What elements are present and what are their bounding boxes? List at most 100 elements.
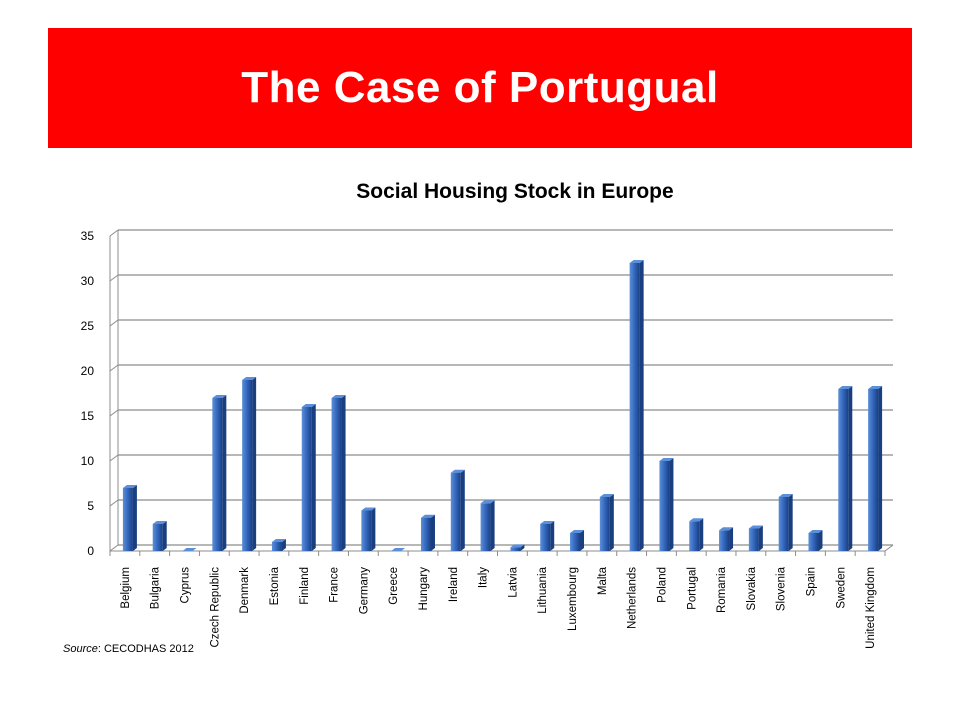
bar-top <box>182 548 197 551</box>
y-tick-label: 30 <box>81 274 95 288</box>
source-label: Source <box>63 643 98 655</box>
bar <box>480 500 495 551</box>
bar-front <box>331 398 342 551</box>
y-tick-label: 35 <box>81 229 95 243</box>
bar <box>212 395 227 551</box>
bar <box>540 521 555 551</box>
bar-side <box>580 530 585 551</box>
bar <box>122 485 137 551</box>
title-banner: The Case of Portugual <box>48 28 912 148</box>
x-tick-label: Slovenia <box>776 566 788 611</box>
bar <box>689 518 704 551</box>
bar-top <box>868 386 883 389</box>
bar <box>271 539 286 551</box>
bar-side <box>669 458 674 551</box>
bar-front <box>122 488 133 551</box>
bar <box>570 530 585 551</box>
bar-top <box>301 404 316 407</box>
bar-front <box>242 380 253 551</box>
bar-top <box>361 507 376 511</box>
x-tick-label: Hungary <box>418 567 430 611</box>
bar <box>391 548 406 551</box>
y-tick-label: 20 <box>81 364 95 378</box>
bar-side <box>311 404 316 551</box>
bar-side <box>639 260 644 551</box>
x-tick-label: France <box>329 567 341 603</box>
bar-side <box>878 386 883 551</box>
bar-side <box>550 521 555 551</box>
bar-front <box>659 461 670 551</box>
bar-side <box>132 485 137 551</box>
bar-side <box>788 494 793 551</box>
x-tick-label: Czech Republic <box>209 567 221 648</box>
bar <box>629 260 644 551</box>
bar-top <box>331 395 346 398</box>
bar-front <box>748 528 759 551</box>
bar-side <box>341 395 346 551</box>
bar-side <box>758 525 763 551</box>
x-tick-label: Germany <box>358 567 370 615</box>
bar-top <box>659 458 674 461</box>
bar-front <box>868 389 879 551</box>
bar-side <box>162 521 167 551</box>
x-tick-label: Belgium <box>120 567 132 609</box>
bar <box>420 514 435 551</box>
x-tick-label: United Kingdom <box>865 567 877 649</box>
gridline-wall <box>109 364 119 372</box>
bar-top <box>599 494 614 497</box>
bar <box>450 469 465 551</box>
bar-front <box>629 263 640 551</box>
x-tick-label: Poland <box>656 567 668 603</box>
bar-side <box>252 377 257 551</box>
bar <box>242 377 257 551</box>
x-tick-label: Romania <box>716 566 728 613</box>
x-tick-label: Lithuania <box>537 566 549 613</box>
bar-front <box>838 389 849 551</box>
x-tick-label: Ireland <box>448 567 460 602</box>
bar-top <box>391 548 406 551</box>
x-tick-label: Latvia <box>507 566 519 597</box>
bar-side <box>520 544 525 551</box>
bar-top <box>689 518 704 522</box>
x-tick-label: Luxembourg <box>567 567 579 631</box>
bar-front <box>570 533 581 551</box>
bar <box>510 544 525 551</box>
bar-front <box>420 517 431 551</box>
y-tick-label: 5 <box>87 499 94 513</box>
bar-side <box>460 469 465 551</box>
bar-front <box>152 524 163 551</box>
x-tick-label: Sweden <box>835 567 847 609</box>
bar-front <box>301 407 312 551</box>
bar-side <box>430 514 435 551</box>
bar-top <box>420 514 435 518</box>
x-tick-label: Italy <box>478 567 490 588</box>
bar-top <box>838 386 853 389</box>
bar-front <box>212 398 223 551</box>
gridline-wall <box>109 229 119 237</box>
x-tick-label: Finland <box>299 567 311 605</box>
bar-top <box>778 494 793 497</box>
bar-side <box>848 386 853 551</box>
bar-front <box>540 524 551 551</box>
x-tick-label: Portugal <box>686 567 698 610</box>
bar-front <box>599 497 610 551</box>
bar-top <box>242 377 257 380</box>
bar <box>301 404 316 551</box>
bar-front <box>719 530 730 551</box>
bar-top <box>122 485 137 488</box>
gridline-wall <box>109 544 119 552</box>
floor-edge <box>884 544 894 552</box>
y-tick-label: 25 <box>81 319 95 333</box>
bar-top <box>152 521 167 524</box>
x-tick-label: Spain <box>805 567 817 596</box>
bar <box>838 386 853 551</box>
bar-front <box>271 542 282 551</box>
bar-side <box>609 494 614 551</box>
gridline-wall <box>109 499 119 507</box>
y-tick-label: 10 <box>81 454 95 468</box>
bar <box>152 521 167 551</box>
bar <box>331 395 346 551</box>
bar-top <box>271 539 286 542</box>
x-tick-label: Bulgaria <box>150 566 162 609</box>
bar-top <box>808 530 823 533</box>
